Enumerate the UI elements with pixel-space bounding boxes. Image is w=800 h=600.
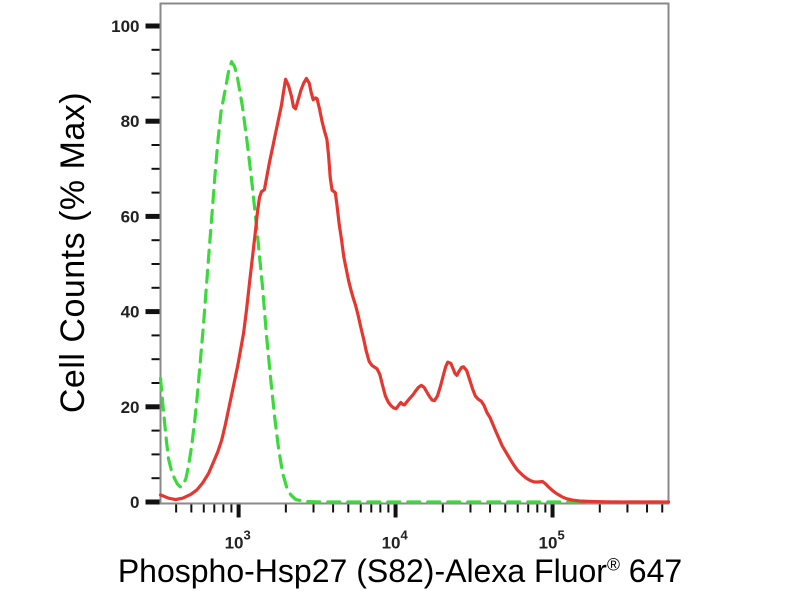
y-tick-label: 20: [121, 398, 140, 417]
y-tick-label: 0: [130, 493, 139, 512]
y-tick-label: 80: [121, 112, 140, 131]
y-tick-label: 60: [121, 207, 140, 226]
y-tick-label: 40: [121, 303, 140, 322]
x-tick-label: 105: [539, 528, 565, 553]
x-axis-title-main: Phospho-Hsp27 (S82)-Alexa Fluor: [117, 553, 607, 589]
x-axis-ticks: 103 104 105: [175, 504, 664, 553]
y-tick-label: 100: [111, 17, 139, 36]
x-axis-title-number: 647: [619, 553, 683, 589]
y-axis-ticks: 0 20 40 60 80 100: [111, 17, 160, 512]
red-solid-curve: [158, 76, 671, 504]
x-axis-title: Phospho-Hsp27 (S82)-Alexa Fluor® 647: [0, 553, 800, 590]
registered-trademark-icon: ®: [606, 554, 620, 575]
x-tick-label: 103: [225, 528, 251, 553]
x-tick-label: 104: [382, 528, 409, 553]
green-dashed-curve: [158, 60, 671, 504]
